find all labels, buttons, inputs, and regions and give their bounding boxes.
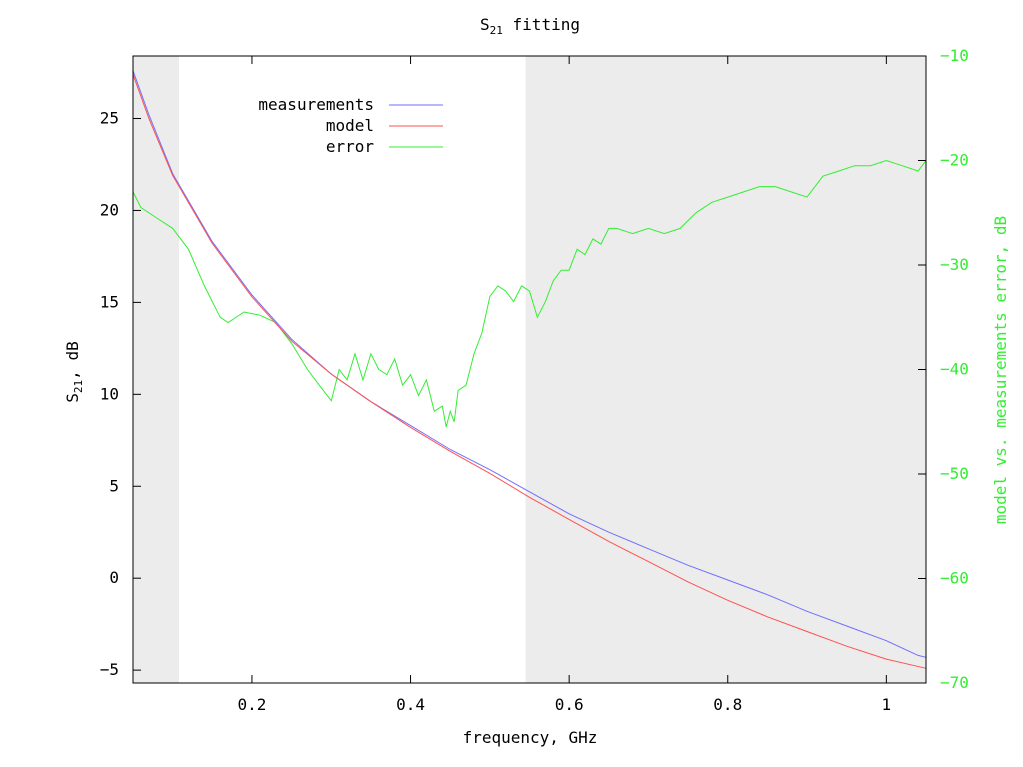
series-line-measurements bbox=[132, 70, 927, 658]
series-line-model bbox=[132, 74, 927, 669]
x-tick-label: 1 bbox=[882, 695, 892, 714]
shaded-regions bbox=[133, 56, 926, 683]
chart-title-main: S bbox=[480, 15, 490, 34]
y2-tick-label: −10 bbox=[940, 46, 969, 65]
shaded-band bbox=[525, 56, 926, 683]
y2-tick-label: −60 bbox=[940, 569, 969, 588]
y-tick-label: 0 bbox=[109, 568, 119, 587]
chart-title-sub: 21 bbox=[490, 24, 503, 37]
y2-tick-label: −70 bbox=[940, 673, 969, 692]
y-tick-label: 5 bbox=[109, 476, 119, 495]
x-tick-label: 0.2 bbox=[237, 695, 266, 714]
legend-label-measurements: measurements bbox=[258, 95, 374, 114]
y2-tick-label: −30 bbox=[940, 255, 969, 274]
shaded-band bbox=[133, 56, 179, 683]
y-tick-label: 15 bbox=[100, 292, 119, 311]
x-axis-label: frequency, GHz bbox=[463, 728, 598, 747]
y2-tick-label: −20 bbox=[940, 151, 969, 170]
x-tick-label: 0.6 bbox=[555, 695, 584, 714]
chart-title-rest: fitting bbox=[503, 15, 580, 34]
y-axis-label-rest: , dB bbox=[63, 341, 82, 380]
y2-tick-label: −40 bbox=[940, 360, 969, 379]
ticks: 0.2 0.4 0.6 0.8 1 25 20 15 10 5 0 −5 −10 −20 −30 −40 −50… bbox=[100, 46, 969, 714]
x-tick-label: 0.8 bbox=[713, 695, 742, 714]
series-line-error bbox=[132, 159, 927, 428]
chart-title: S21 fitting bbox=[480, 15, 580, 37]
legend-label-error: error bbox=[326, 137, 375, 156]
legend: measurements model error bbox=[258, 95, 443, 156]
y-tick-label: 10 bbox=[100, 384, 119, 403]
y-axis-label-sub: 21 bbox=[72, 380, 85, 393]
x-tick-label: 0.4 bbox=[396, 695, 425, 714]
y-axis-label-main: S bbox=[63, 393, 82, 403]
y-tick-label: 20 bbox=[100, 200, 119, 219]
legend-label-model: model bbox=[326, 116, 374, 135]
y-tick-label: −5 bbox=[100, 660, 119, 679]
series-layer bbox=[132, 70, 927, 669]
y2-axis-label: model vs. measurements error, dB bbox=[991, 216, 1010, 524]
y2-tick-label: −50 bbox=[940, 464, 969, 483]
y-axis-label: S21, dB bbox=[63, 341, 85, 402]
y-tick-label: 25 bbox=[100, 109, 119, 128]
